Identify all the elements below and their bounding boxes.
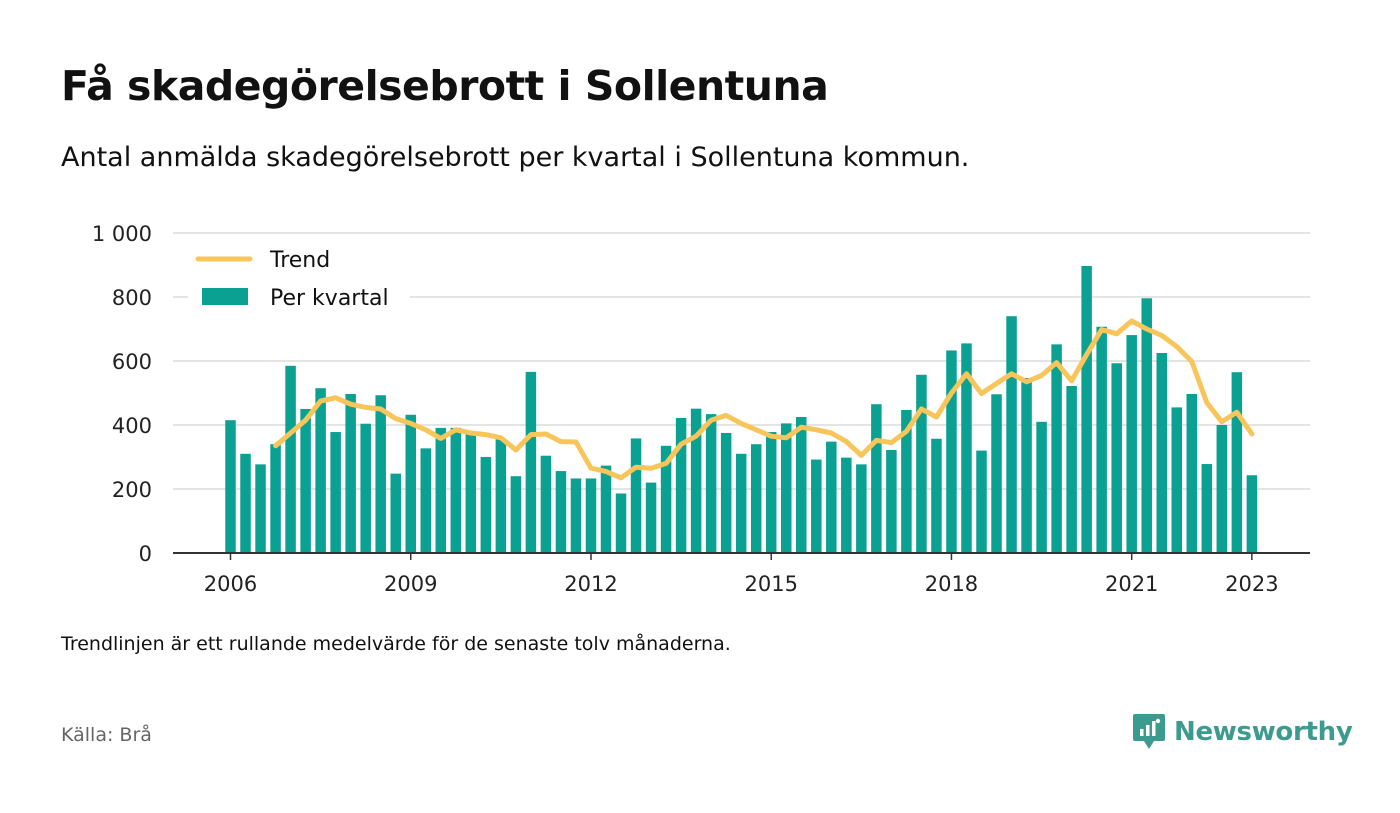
bar (1141, 298, 1152, 553)
bar (705, 414, 717, 553)
x-tick-label: 2023 (1225, 572, 1278, 596)
bar (1201, 464, 1213, 553)
bar (510, 476, 522, 553)
bar (630, 438, 642, 553)
bar (735, 453, 747, 553)
bar (465, 433, 477, 553)
brand-name: Newsworthy (1174, 717, 1353, 747)
bar (375, 395, 386, 553)
bar (871, 404, 882, 553)
bar (690, 408, 702, 553)
brand[interactable]: Newsworthy (1132, 712, 1353, 752)
bar (1051, 344, 1062, 553)
chart-title: Få skadegörelsebrott i Sollentuna (61, 62, 829, 110)
bar (991, 394, 1002, 553)
bar (811, 459, 822, 553)
bar (1096, 326, 1107, 553)
bar (765, 432, 777, 553)
bar (600, 465, 612, 553)
chart-subtitle: Antal anmälda skadegörelsebrott per kvar… (61, 142, 970, 173)
y-tick-label: 400 (112, 414, 152, 438)
bar (585, 478, 597, 553)
bar (826, 441, 837, 553)
bar (390, 473, 401, 553)
bar (570, 478, 582, 553)
x-tick-label: 2009 (384, 572, 437, 596)
bar (225, 420, 236, 553)
bar (916, 374, 927, 553)
bar (1006, 316, 1017, 553)
legend-label-per-kvartal: Per kvartal (270, 286, 389, 311)
y-tick-label: 200 (112, 478, 152, 502)
bar (796, 417, 807, 553)
y-tick-label: 600 (112, 350, 152, 374)
x-tick-label: 2021 (1105, 572, 1158, 596)
newsworthy-logo-icon (1133, 714, 1165, 749)
bar (420, 448, 432, 553)
x-tick-label: 2012 (564, 572, 617, 596)
trend-line (273, 318, 1255, 481)
bar (240, 453, 251, 553)
bar (1111, 363, 1122, 553)
bar (976, 450, 987, 553)
legend-label-trend: Trend (269, 248, 330, 273)
x-tick-label: 2006 (204, 572, 257, 596)
bar (750, 444, 762, 553)
bar (360, 423, 371, 553)
bar (1021, 377, 1032, 553)
bar (1246, 475, 1258, 553)
bar (645, 482, 657, 553)
x-tick-label: 2015 (744, 572, 797, 596)
legend-swatch-per-kvartal (202, 288, 248, 305)
bar (1156, 353, 1167, 553)
bar-series (225, 265, 1258, 553)
bar (270, 444, 281, 553)
bar (946, 350, 957, 553)
bar (1126, 335, 1137, 553)
y-axis-ticks: 0 200 400 600 800 1 000 (92, 222, 152, 566)
legend: Trend Per kvartal (188, 240, 410, 318)
bar (931, 438, 942, 553)
source-label: Källa: Brå (61, 724, 152, 746)
bar (1066, 385, 1077, 553)
bar (495, 439, 507, 553)
bar (1231, 372, 1243, 553)
bar (330, 432, 341, 553)
bar (345, 393, 356, 553)
bar (660, 445, 672, 553)
bar (1081, 265, 1092, 553)
bar (555, 471, 567, 553)
chart-note: Trendlinjen är ett rullande medelvärde f… (61, 633, 731, 655)
bar (675, 417, 687, 553)
bar (961, 343, 972, 553)
y-tick-label: 0 (139, 542, 152, 566)
y-tick-label: 800 (112, 286, 152, 310)
x-tick-label: 2018 (925, 572, 978, 596)
bar (540, 455, 552, 553)
bar (435, 427, 447, 553)
bar (1036, 421, 1047, 553)
bar (780, 423, 792, 553)
bar (615, 493, 627, 553)
bar (300, 409, 311, 553)
bar (1186, 393, 1198, 553)
bar (841, 457, 852, 553)
bar (901, 409, 912, 553)
x-axis-ticks: 2006 2009 2012 2015 2018 2021 2023 (204, 553, 1279, 596)
bar (255, 464, 266, 553)
bar (315, 388, 326, 553)
bar (405, 414, 416, 553)
bar (856, 464, 867, 553)
bar (525, 371, 537, 553)
bar (1216, 425, 1228, 553)
bar (480, 457, 492, 553)
bar (450, 427, 462, 553)
bar (285, 365, 296, 553)
bar (886, 449, 897, 553)
bar (1171, 407, 1183, 553)
bar (720, 433, 732, 553)
y-tick-label: 1 000 (92, 222, 152, 246)
